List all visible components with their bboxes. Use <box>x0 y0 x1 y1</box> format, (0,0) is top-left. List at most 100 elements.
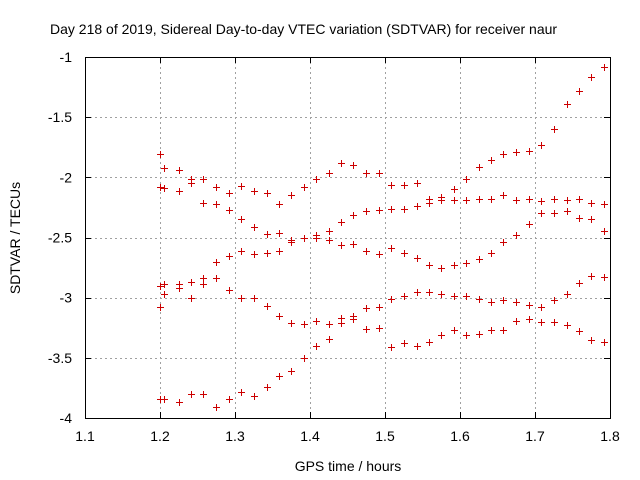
x-axis-label: GPS time / hours <box>295 458 402 474</box>
data-point <box>401 293 408 300</box>
data-point <box>438 291 445 298</box>
data-point <box>601 228 608 235</box>
y-tick-label: -2.5 <box>48 230 72 246</box>
data-point <box>363 170 370 177</box>
data-point <box>157 184 164 191</box>
data-point <box>438 197 445 204</box>
data-point <box>301 184 308 191</box>
data-point <box>451 327 458 334</box>
data-point <box>414 343 421 350</box>
data-point <box>350 162 357 169</box>
data-point <box>476 331 483 338</box>
y-axis-label: SDTVAR / TECUs <box>7 182 23 294</box>
data-point <box>276 248 283 255</box>
data-point <box>301 321 308 328</box>
data-point <box>188 180 195 187</box>
data-point <box>451 262 458 269</box>
data-point <box>326 237 333 244</box>
data-point <box>251 188 258 195</box>
y-tick-label: -1 <box>60 49 73 65</box>
data-point <box>376 251 383 258</box>
data-point <box>161 291 168 298</box>
data-point <box>226 396 233 403</box>
x-tick-label: 1.7 <box>525 428 545 444</box>
data-point <box>238 216 245 223</box>
data-point <box>376 304 383 311</box>
data-point <box>551 210 558 217</box>
data-point <box>376 325 383 332</box>
data-point <box>350 316 357 323</box>
data-point <box>463 332 470 339</box>
data-point <box>500 192 507 199</box>
data-point <box>488 196 495 203</box>
x-tick-label: 1.6 <box>450 428 470 444</box>
y-tick-label: -3.5 <box>48 350 72 366</box>
data-point <box>276 313 283 320</box>
data-point <box>426 200 433 207</box>
data-point <box>226 287 233 294</box>
data-point <box>388 344 395 351</box>
data-point <box>251 393 258 400</box>
data-point <box>176 188 183 195</box>
data-point <box>538 319 545 326</box>
data-point <box>463 176 470 183</box>
data-point <box>326 170 333 177</box>
data-point <box>488 299 495 306</box>
data-point <box>426 289 433 296</box>
data-point <box>526 196 533 203</box>
data-point <box>200 275 207 282</box>
data-point <box>288 368 295 375</box>
data-point <box>438 265 445 272</box>
data-point <box>213 275 220 282</box>
data-point <box>388 206 395 213</box>
plot-frame <box>85 57 611 419</box>
data-point <box>288 239 295 246</box>
data-point <box>451 186 458 193</box>
data-point <box>526 148 533 155</box>
data-point <box>313 235 320 242</box>
data-point <box>326 228 333 235</box>
data-point <box>551 126 558 133</box>
data-point <box>414 180 421 187</box>
series-5 <box>157 315 608 411</box>
data-point <box>513 299 520 306</box>
data-point <box>526 302 533 309</box>
data-point <box>213 184 220 191</box>
data-point <box>226 253 233 260</box>
data-point <box>188 391 195 398</box>
data-point <box>551 297 558 304</box>
data-point <box>551 196 558 203</box>
data-point <box>264 190 271 197</box>
data-point <box>401 206 408 213</box>
data-point <box>488 327 495 334</box>
data-point <box>301 235 308 242</box>
y-tick-label: -4 <box>60 410 73 426</box>
data-point <box>376 207 383 214</box>
data-point <box>476 164 483 171</box>
data-point <box>426 339 433 346</box>
data-point <box>388 182 395 189</box>
data-point <box>488 250 495 257</box>
data-point <box>157 304 164 311</box>
data-point <box>161 165 168 172</box>
series-2 <box>157 180 608 244</box>
data-point <box>276 230 283 237</box>
data-point <box>588 273 595 280</box>
data-point <box>488 157 495 164</box>
data-point <box>463 197 470 204</box>
data-point <box>288 320 295 327</box>
data-point <box>513 318 520 325</box>
chart-title: Day 218 of 2019, Sidereal Day-to-day VTE… <box>50 21 557 37</box>
data-point <box>157 151 164 158</box>
data-point <box>276 201 283 208</box>
data-point <box>388 296 395 303</box>
data-point <box>176 167 183 174</box>
data-point <box>276 373 283 380</box>
data-point <box>188 295 195 302</box>
data-point <box>500 151 507 158</box>
data-point <box>414 255 421 262</box>
data-point <box>476 256 483 263</box>
data-point <box>513 149 520 156</box>
data-point <box>288 192 295 199</box>
y-tick-label: -1.5 <box>48 109 72 125</box>
